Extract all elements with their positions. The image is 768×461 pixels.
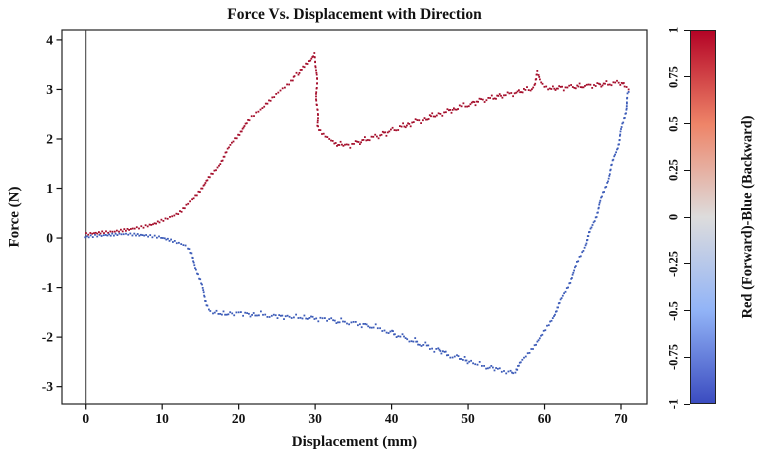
colorbar-tick-label: -0.5 [666, 300, 681, 321]
y-tick-label: 0 [46, 231, 53, 246]
x-tick-label: 20 [232, 411, 246, 426]
chart-title: Force Vs. Displacement with Direction [227, 6, 482, 23]
colorbar-tick-label: -0.75 [666, 344, 681, 371]
x-tick-label: 50 [461, 411, 475, 426]
colorbar-tick-label: 0.5 [666, 115, 681, 132]
colorbar-tick-label: 0 [666, 213, 681, 221]
colorbar-tick-mark [684, 403, 690, 405]
colorbar-tick-label: 0.25 [666, 159, 681, 182]
plot-border [61, 29, 648, 405]
colorbar-tick-label: -1 [666, 398, 681, 410]
x-axis-label: Displacement (mm) [291, 434, 418, 450]
y-tick-label: 1 [46, 181, 53, 196]
y-tick-label: 2 [46, 131, 53, 146]
colorbar-tick-mark [684, 263, 690, 265]
colorbar-tick-mark [684, 169, 690, 171]
y-tick-label: -1 [42, 280, 53, 295]
series-forward [85, 52, 630, 236]
colorbar-tick-mark [684, 310, 690, 311]
x-tick-label: 40 [385, 411, 399, 426]
y-axis-ticks: -3 -2 -1 0 1 2 3 4 [42, 32, 62, 394]
y-tick-label: -3 [42, 379, 53, 394]
colorbar [690, 30, 716, 404]
colorbar-tick-mark [684, 356, 690, 358]
colorbar-tick-mark [684, 76, 690, 78]
x-tick-label: 10 [155, 411, 169, 426]
y-axis-label: Force (N) [6, 186, 23, 248]
series-backward [84, 91, 630, 375]
colorbar-tick-label: -0.25 [666, 250, 681, 277]
x-tick-label: 0 [82, 411, 89, 426]
colorbar-tick-mark [684, 216, 690, 218]
x-tick-label: 30 [308, 411, 322, 426]
y-tick-label: -2 [42, 330, 53, 345]
colorbar-tick-label: 0.75 [666, 65, 681, 88]
x-axis-ticks: 0 10 20 30 40 50 60 70 [82, 404, 628, 426]
x-tick-label: 70 [614, 411, 628, 426]
x-tick-label: 60 [538, 411, 552, 426]
colorbar-tick-mark [684, 29, 690, 31]
y-tick-label: 4 [46, 32, 53, 47]
y-tick-label: 3 [46, 82, 53, 97]
colorbar-tick-label: 1 [666, 26, 681, 34]
colorbar-label: Red (Forward)-Blue (Backward) [739, 115, 756, 319]
colorbar-tick-mark [684, 123, 690, 124]
